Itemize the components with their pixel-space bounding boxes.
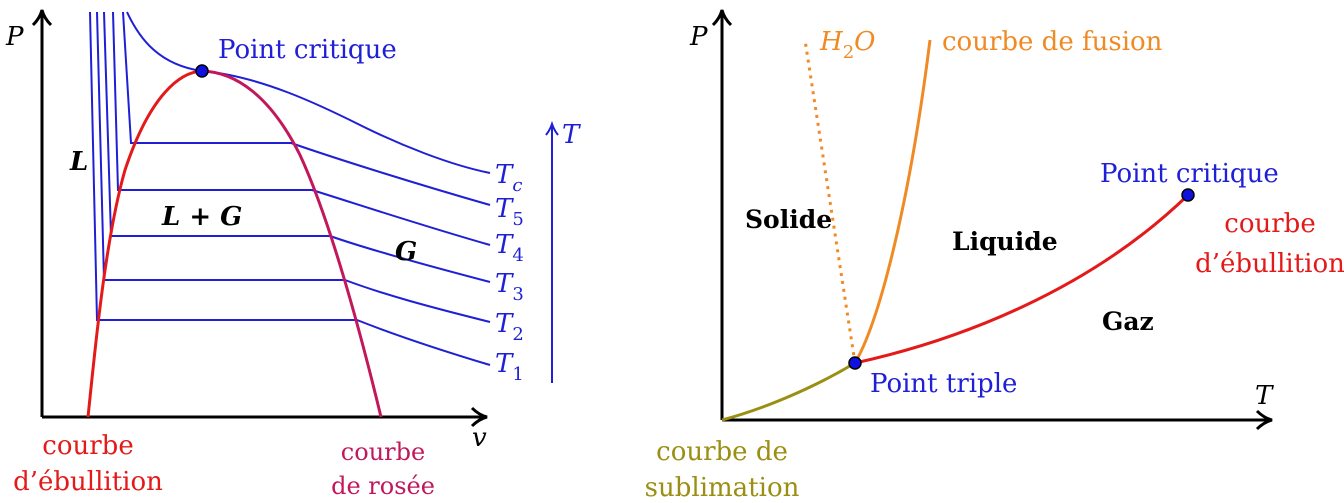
fusion-curve — [853, 39, 932, 364]
pt-ebullition-label-line1: courbe — [1224, 209, 1315, 239]
pv-axes — [31, 9, 488, 428]
temperature-arrow-label: T — [562, 120, 581, 150]
critical-point-marker — [195, 64, 209, 78]
water-fusion-curve — [803, 39, 857, 364]
pv-ebullition-label-line2: d’ébullition — [13, 467, 163, 497]
region-mixture-label: L + G — [161, 202, 242, 232]
sublimation-label-line2: sublimation — [645, 473, 800, 503]
pt-axis-p-label: P — [689, 22, 708, 52]
pt-axis-t-label: T — [1255, 381, 1274, 411]
region-liquid-label: L — [69, 147, 88, 177]
isotherm-label-t5: T5 — [495, 194, 524, 230]
sublimation-curve — [721, 361, 856, 422]
temperature-arrow — [545, 120, 559, 383]
pv-axis-v-label: v — [472, 423, 487, 453]
isotherm-label-t3: T3 — [495, 269, 524, 305]
pv-critical-point-label: Point critique — [218, 35, 397, 65]
pt-axes — [711, 9, 1273, 431]
isotherm-label-tc: Tc — [495, 160, 522, 196]
water-label: H2O — [819, 27, 875, 63]
isotherm-label-t2: T2 — [495, 309, 524, 345]
sublimation-label-line1: courbe de — [656, 437, 788, 467]
triple-point-label: Point triple — [870, 369, 1017, 399]
pt-ebullition-label-line2: d’ébullition — [1195, 249, 1344, 279]
pv-ebullition-label-line1: courbe — [42, 431, 133, 461]
pv-y-arrowhead — [31, 9, 53, 27]
fusion-curve-label: courbe de fusion — [942, 27, 1163, 57]
pt-y-arrowhead — [711, 9, 733, 27]
region-gas-label: G — [395, 237, 417, 267]
pt-critical-point-label: Point critique — [1100, 159, 1279, 189]
pt-diagram: P T H2O courbe de fusion Point critique … — [645, 9, 1344, 503]
pv-rosee-label-line2: de rosée — [331, 472, 435, 500]
pt-ebullition-curve — [854, 193, 1190, 365]
isotherm-t4 — [112, 11, 491, 246]
pv-x-arrowhead — [470, 406, 488, 428]
ebullition-curve — [86, 69, 203, 418]
triple-point-marker — [848, 356, 862, 370]
pv-axis-p-label: P — [5, 22, 24, 52]
rosee-curve — [201, 69, 383, 418]
region-solid-label: Solide — [745, 205, 832, 234]
pt-x-arrowhead — [1255, 409, 1273, 431]
isotherm-label-t1: T1 — [495, 349, 524, 385]
isotherm-label-t4: T4 — [495, 230, 524, 266]
isotherm-labels: Tc T5 T4 T3 T2 T1 — [495, 160, 524, 385]
isotherm-tc — [126, 11, 491, 174]
pv-rosee-label-line1: courbe — [341, 438, 425, 466]
pv-diagram: P v Point critique L L + G G Tc T5 T4 T3… — [5, 9, 581, 500]
region-pt-gas-label: Gaz — [1102, 307, 1154, 336]
region-pt-liquid-label: Liquide — [952, 227, 1058, 256]
pt-critical-point-marker — [1181, 188, 1195, 202]
